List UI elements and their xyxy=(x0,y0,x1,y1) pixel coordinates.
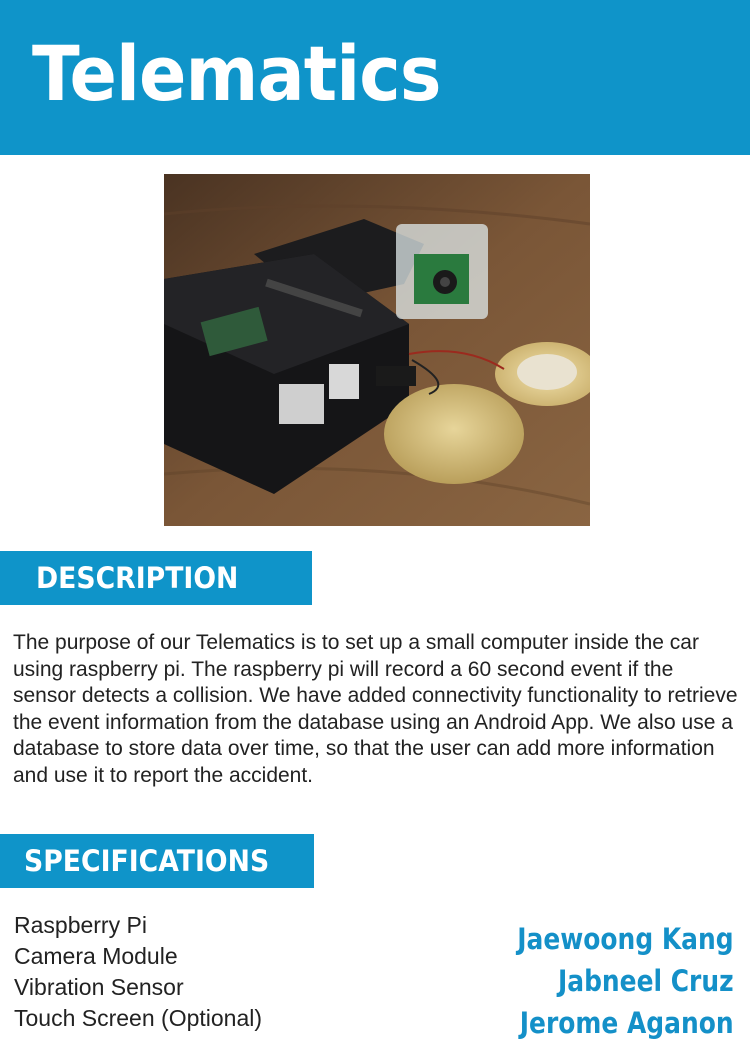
specifications-banner: SPECIFICATIONS xyxy=(0,834,314,888)
description-heading: DESCRIPTION xyxy=(36,561,239,595)
specifications-heading: SPECIFICATIONS xyxy=(24,844,270,878)
spec-item: Touch Screen (Optional) xyxy=(14,1005,263,1031)
specifications-list: Raspberry Pi Camera Module Vibration Sen… xyxy=(14,910,262,1034)
author-name: Jerome Aganon xyxy=(520,1006,734,1040)
spec-item: Raspberry Pi xyxy=(14,912,147,938)
header-banner: Telematics xyxy=(0,0,750,155)
author-name: Jabneel Cruz xyxy=(558,964,734,998)
spec-item: Vibration Sensor xyxy=(14,974,184,1000)
spec-item: Camera Module xyxy=(14,943,178,969)
device-photo xyxy=(164,174,590,526)
description-banner: DESCRIPTION xyxy=(0,551,312,605)
author-name: Jaewoong Kang xyxy=(517,922,734,956)
description-text: The purpose of our Telematics is to set … xyxy=(13,631,738,787)
authors-list: Jaewoong Kang Jabneel Cruz Jerome Aganon xyxy=(482,918,734,1044)
page-title: Telematics xyxy=(32,29,441,118)
